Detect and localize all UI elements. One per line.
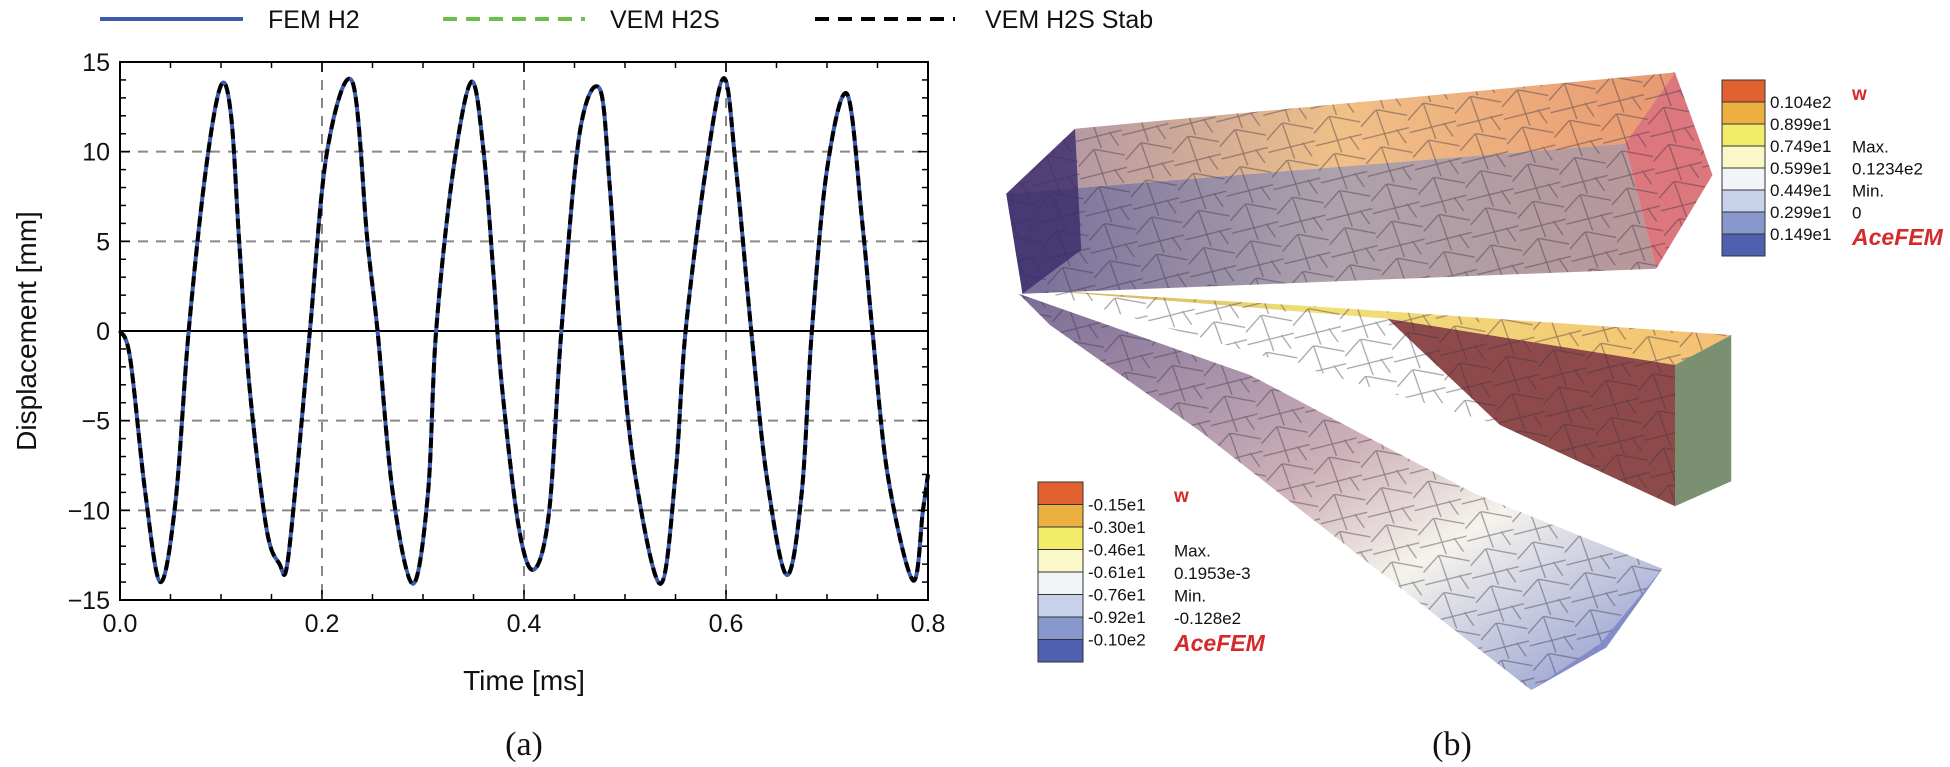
beam-end-face [1006, 128, 1082, 294]
colorbar-band [1721, 189, 1766, 213]
colorbar-label: 0.899e1 [1770, 115, 1831, 134]
colorbar-label: -0.76e1 [1088, 586, 1146, 605]
colorbar-band [1037, 526, 1084, 550]
colorbar-min-label: Min. [1174, 586, 1206, 605]
y-tick-label: −15 [68, 587, 110, 615]
fem-beam-rendering [1006, 72, 1732, 690]
legend-label-fem-h2: FEM H2 [268, 6, 360, 34]
colorbar-band [1721, 211, 1766, 235]
colorbar-label: -0.61e1 [1088, 563, 1146, 582]
x-tick-label: 0.4 [507, 610, 542, 638]
y-tick-label: 15 [82, 49, 110, 77]
colorbar-band [1721, 79, 1766, 103]
x-tick-label: 0.0 [103, 610, 138, 638]
plot-area: 0.0 0.2 0.4 0.6 0.8 15 10 5 0 −5 −10 −15 [68, 49, 946, 638]
colorbar-band [1721, 145, 1766, 169]
colorbar-band [1037, 594, 1084, 618]
colorbar-min-value: -0.128e2 [1174, 609, 1241, 628]
colorbar-label: 0.149e1 [1770, 225, 1831, 244]
colorbar-label: -0.30e1 [1088, 518, 1146, 537]
middle-beam [1037, 290, 1732, 507]
colorbar-band [1037, 571, 1084, 595]
colorbar-label: 0.599e1 [1770, 159, 1831, 178]
colorbar-band [1721, 167, 1766, 191]
colorbar-band [1037, 549, 1084, 573]
colorbar-variable: w [1173, 486, 1189, 507]
x-tick-label: 0.6 [709, 610, 744, 638]
colorbar-label: 0.749e1 [1770, 137, 1831, 156]
y-tick-label: 5 [96, 228, 110, 256]
x-tick-label: 0.8 [911, 610, 946, 638]
colorbar-label: 0.104e2 [1770, 93, 1831, 112]
colorbar-min-label: Min. [1852, 182, 1884, 201]
colorbar-max-label: Max. [1174, 541, 1211, 560]
y-tick-label: −5 [81, 408, 110, 436]
colorbar-label: -0.46e1 [1088, 541, 1146, 560]
x-tick-label: 0.2 [305, 610, 340, 638]
acefem-logo: AceFEM [1851, 224, 1944, 250]
colorbar-band [1721, 123, 1766, 147]
series-line-vem-h2s-stab [118, 76, 930, 586]
colorbar-band [1037, 504, 1084, 528]
colorbar-label: 0.449e1 [1770, 181, 1831, 200]
colorbar-variable: w [1851, 84, 1867, 105]
colorbar-band [1037, 616, 1084, 640]
colorbar-label: -0.10e2 [1088, 631, 1146, 650]
y-tick-label: 10 [82, 139, 110, 167]
lower-bent-beam [1018, 293, 1663, 690]
colorbar-band [1037, 639, 1084, 663]
colorbar-label: -0.15e1 [1088, 496, 1146, 515]
plot-frame [119, 61, 929, 601]
caption-a: (a) [505, 726, 543, 763]
y-axis-label: Displacement [mm] [11, 211, 42, 451]
acefem-logo: AceFEM [1173, 630, 1266, 656]
y-tick-label: −10 [68, 497, 110, 525]
colorbar-max-value: 0.1953e-3 [1174, 564, 1251, 583]
colorbar-bottom: -0.15e1 -0.30e1 -0.46e1 -0.61e1 -0.76e1 -0.92… [1037, 481, 1266, 663]
colorbar-label: -0.92e1 [1088, 608, 1146, 627]
legend-label-vem-h2s-stab: VEM H2S Stab [985, 6, 1153, 34]
colorbar-max-value: 0.1234e2 [1852, 160, 1923, 179]
colorbar-band [1037, 481, 1084, 505]
upper-beam [1006, 72, 1713, 294]
legend-label-vem-h2s: VEM H2S [610, 6, 720, 34]
colorbar-band [1721, 233, 1766, 257]
caption-b: (b) [1432, 726, 1472, 763]
colorbar-band [1721, 101, 1766, 125]
colorbar-label: 0.299e1 [1770, 203, 1831, 222]
x-axis-label: Time [ms] [463, 665, 585, 696]
colorbar-max-label: Max. [1852, 138, 1889, 157]
colorbar-min-value: 0 [1852, 204, 1861, 223]
y-tick-label: 0 [96, 318, 110, 346]
colorbar-top: 0.104e2 0.899e1 0.749e1 0.599e1 0.449e1 0.299… [1721, 79, 1944, 257]
legend: FEM H2 VEM H2S VEM H2S Stab [100, 6, 1153, 34]
